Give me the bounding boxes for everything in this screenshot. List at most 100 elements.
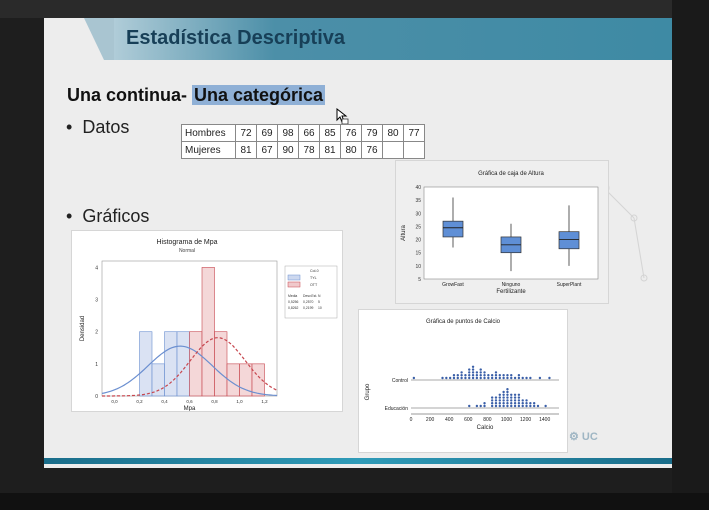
- data-dot: [525, 376, 528, 380]
- title-band: [104, 18, 672, 60]
- data-dot: [544, 404, 547, 408]
- histogram-bar: [151, 363, 165, 397]
- uc-logo: ⚙ UC: [569, 431, 598, 443]
- title-band-cap: [84, 18, 114, 60]
- stats-value: 5: [318, 300, 320, 304]
- y-tick-label: 30: [415, 211, 421, 217]
- data-dot: [502, 404, 505, 408]
- histogram-panel: Histograma de Mpa Normal 0 1 2 3 4 0,0 0,2 0,4 0,6…: [72, 231, 342, 412]
- bullet-datos: • Datos: [66, 117, 129, 138]
- data-dot: [441, 376, 444, 380]
- data-dot: [487, 376, 490, 380]
- data-dot: [498, 376, 501, 380]
- data-dot: [475, 371, 479, 374]
- data-dot: [548, 376, 551, 380]
- stats-value: 0,8262: [288, 306, 298, 310]
- x-tick-label: 0,0: [111, 399, 118, 404]
- data-dot: [517, 396, 521, 399]
- data-dot: [490, 376, 494, 380]
- bullet-graficos-label: Gráficos: [82, 206, 150, 226]
- box: [442, 220, 464, 238]
- table-cell: 81: [235, 141, 257, 159]
- data-dot: [494, 371, 498, 374]
- data-dot: [494, 402, 498, 405]
- x-tick-label: 0,2: [136, 399, 143, 404]
- data-dot: [517, 399, 521, 402]
- table-cell: 76: [361, 141, 383, 159]
- data-dot: [471, 371, 475, 374]
- data-dot: [490, 402, 494, 405]
- chart-title: Gráfica de puntos de Calcio: [426, 319, 501, 325]
- y-tick-label: 1: [95, 362, 98, 368]
- data-dot: [510, 399, 513, 402]
- data-dot: [460, 374, 463, 377]
- y-tick-label: 2: [95, 330, 98, 336]
- data-dot: [479, 374, 482, 377]
- data-dot: [517, 402, 521, 405]
- data-dot: [468, 368, 471, 371]
- data-dot: [479, 368, 482, 371]
- x-tick-label: 600: [464, 417, 473, 423]
- data-dot: [471, 368, 475, 371]
- x-tick-label: GrowFast: [442, 282, 464, 288]
- data-dot: [479, 371, 482, 374]
- data-dot: [506, 388, 509, 391]
- data-dot: [510, 396, 513, 399]
- data-dot: [502, 390, 505, 394]
- chart-title: Histograma de Mpa: [156, 239, 217, 246]
- data-dot: [532, 404, 536, 408]
- data-dot: [479, 404, 482, 408]
- y-tick-label: 40: [415, 185, 421, 191]
- data-dot: [525, 399, 528, 402]
- data-dot: [506, 402, 509, 405]
- data-dot: [506, 399, 509, 402]
- y-axis-label: Densidad: [80, 316, 86, 341]
- data-dot: [452, 374, 456, 377]
- bullet-graficos: • Gráficos: [66, 206, 149, 227]
- data-dot: [490, 374, 494, 377]
- legend-swatch: [287, 281, 301, 288]
- histogram-bar: [251, 363, 265, 397]
- dotplot-chart: Gráfica de puntos de Calcio Control Educac…: [365, 319, 559, 431]
- data-dot: [510, 374, 513, 377]
- subtitle-highlight[interactable]: Una categórica: [192, 85, 326, 105]
- data-dot: [529, 404, 532, 408]
- data-dot: [412, 376, 416, 380]
- table-cell: 90: [277, 141, 299, 159]
- x-tick-label: 1400: [539, 417, 550, 423]
- table-cell: 80: [382, 124, 404, 142]
- data-dot: [517, 393, 521, 396]
- data-dot: [494, 399, 498, 402]
- data-dot: [494, 404, 498, 408]
- window-top-bar: [0, 0, 709, 18]
- data-dot: [513, 396, 517, 399]
- data-dot: [445, 376, 448, 380]
- x-tick-label: 1000: [501, 417, 512, 423]
- data-dot: [468, 376, 471, 380]
- taskbar: [0, 493, 709, 510]
- data-dot: [464, 374, 467, 377]
- data-dot: [483, 371, 486, 374]
- table-cell: 67: [256, 141, 278, 159]
- table-cell: [382, 141, 404, 159]
- subtitle-plain: Una continua-: [67, 85, 192, 105]
- histogram-bar: [214, 331, 228, 397]
- window-right-bar: [672, 0, 709, 495]
- x-tick-label: 1,2: [261, 399, 268, 404]
- data-dot: [483, 376, 486, 380]
- table-cell: 98: [277, 124, 299, 142]
- table-row-label: Hombres: [181, 124, 236, 142]
- group-label: Educación: [385, 406, 409, 412]
- data-dot: [532, 402, 536, 405]
- data-dot: [471, 376, 475, 380]
- table-cell: 77: [403, 124, 425, 142]
- data-dot: [510, 393, 513, 396]
- dotplot-panel: Gráfica de puntos de Calcio Control Educac…: [359, 310, 567, 452]
- bullet-datos-label: Datos: [82, 117, 130, 137]
- x-tick-label: 200: [426, 417, 435, 423]
- legend-entry: TYL: [310, 276, 317, 280]
- data-dot: [460, 371, 463, 374]
- table-row-label: Mujeres: [181, 141, 236, 159]
- table-cell: 79: [361, 124, 383, 142]
- data-dot: [502, 393, 505, 396]
